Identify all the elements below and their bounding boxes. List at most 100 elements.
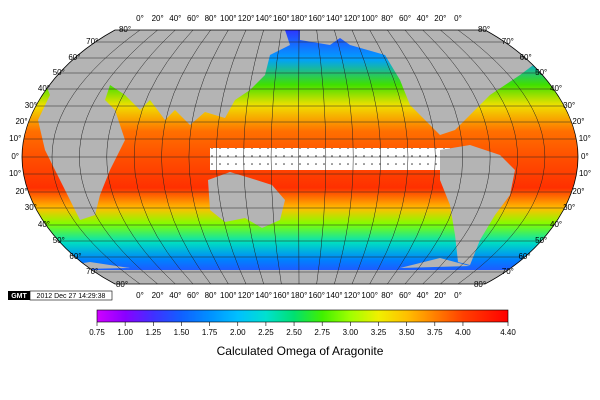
lon-label-bottom: 0° [136,291,144,300]
lon-label-bottom: 100° [361,291,378,300]
lon-label-bottom: 140° [326,291,343,300]
lon-label-top: 40° [169,14,181,23]
no-data-region [210,148,450,170]
lat-label-right: 60° [518,252,530,261]
colorbar-tick-label: 3.25 [371,328,387,337]
lon-label-top: 80° [205,14,217,23]
lat-label-left: 30° [25,101,37,110]
lat-label-left: 20° [15,117,27,126]
lon-label-bottom: 0° [454,291,462,300]
lon-label-bottom: 40° [417,291,429,300]
colorbar-tick-label: 3.50 [399,328,415,337]
lat-label-left: 60° [69,252,81,261]
corner-label: 80° [116,280,128,289]
lat-label-left: 40° [38,220,50,229]
lon-label-bottom: 80° [205,291,217,300]
lon-label-bottom: 20° [434,291,446,300]
lon-label-bottom: 80° [381,291,393,300]
lon-label-top: 160° [273,14,290,23]
lat-label-right: 60° [520,53,532,62]
lat-label-right: 40° [550,84,562,93]
corner-label: 80° [478,25,490,34]
stamp-logo: GMT [11,293,27,300]
lat-label-right: 30° [563,203,575,212]
lon-label-bottom: 120° [238,291,255,300]
corner-label: 80° [474,280,486,289]
lon-label-top: 40° [417,14,429,23]
lon-label-top: 120° [238,14,255,23]
lat-label-left: 70° [86,267,98,276]
lon-label-bottom: 60° [187,291,199,300]
stamp-box [29,290,113,301]
colorbar-tick-label: 4.00 [455,328,471,337]
lat-label-left: 0° [11,152,19,161]
lat-label-right: 20° [572,117,584,126]
stamp-logo-box [8,291,30,300]
colorbar-tick-label: 1.50 [174,328,190,337]
colorbar-tick-label: 1.25 [146,328,162,337]
lat-label-right: 50° [535,236,547,245]
colorbar-tick-label: 1.00 [117,328,133,337]
stamp-text: 2012 Dec 27 14:29:38 [37,293,106,300]
lon-label-top: 0° [136,14,144,23]
lon-label-bottom: 140° [255,291,272,300]
lat-label-right: 70° [502,267,514,276]
lon-label-bottom: 120° [344,291,361,300]
lon-label-top: 160° [308,14,325,23]
map-labels: 0°0°20°20°40°40°60°60°80°80°100°100°120°… [9,14,591,300]
map-body [22,30,578,284]
lon-label-top: 120° [344,14,361,23]
lon-label-top: 180° [291,14,308,23]
lon-label-top: 80° [381,14,393,23]
lat-label-right: 30° [563,101,575,110]
lat-label-right: 40° [550,220,562,229]
lon-label-top: 0° [454,14,462,23]
lon-label-top: 60° [399,14,411,23]
colorbar-tick-label: 3.00 [343,328,359,337]
lat-label-right: 0° [581,152,589,161]
lat-label-right: 10° [579,169,591,178]
lon-label-top: 100° [220,14,237,23]
colorbar-tick-label: 2.50 [286,328,302,337]
lat-label-left: 40° [38,84,50,93]
lat-label-right: 20° [572,187,584,196]
lat-label-right: 70° [502,37,514,46]
lon-label-bottom: 60° [399,291,411,300]
lon-label-bottom: 160° [273,291,290,300]
colorbar-ticks: 0.75 1.00 1.25 1.50 1.75 2.00 2.25 2.50 2.75 3.00… [89,322,516,337]
lat-label-left: 10° [9,169,21,178]
lat-label-left: 60° [68,53,80,62]
colorbar [96,309,509,323]
lon-label-top: 140° [255,14,272,23]
colorbar-tick-label: 2.25 [258,328,274,337]
corner-label: 80° [119,25,131,34]
lat-label-right: 10° [579,134,591,143]
lat-label-left: 70° [86,37,98,46]
lat-label-left: 50° [53,68,65,77]
lat-label-left: 50° [53,236,65,245]
lon-label-bottom: 180° [291,291,308,300]
colorbar-tick-label: 3.75 [427,328,443,337]
lat-label-left: 10° [9,134,21,143]
lat-label-left: 30° [25,203,37,212]
map-frame [21,29,579,285]
lat-label-left: 20° [15,187,27,196]
lon-label-bottom: 40° [169,291,181,300]
lon-label-bottom: 20° [152,291,164,300]
lon-label-bottom: 100° [220,291,237,300]
lon-label-top: 140° [326,14,343,23]
graticule [22,30,578,284]
colorbar-tick-label: 4.40 [500,328,516,337]
colorbar-tick-label: 0.75 [89,328,105,337]
lon-label-top: 100° [361,14,378,23]
land [22,30,578,284]
colorbar-title: Calculated Omega of Aragonite [217,344,384,358]
lon-label-top: 20° [152,14,164,23]
lat-label-right: 50° [535,68,547,77]
colorbar-tick-label: 2.00 [230,328,246,337]
lon-label-bottom: 160° [308,291,325,300]
lon-label-top: 20° [434,14,446,23]
colorbar-tick-label: 2.75 [314,328,330,337]
